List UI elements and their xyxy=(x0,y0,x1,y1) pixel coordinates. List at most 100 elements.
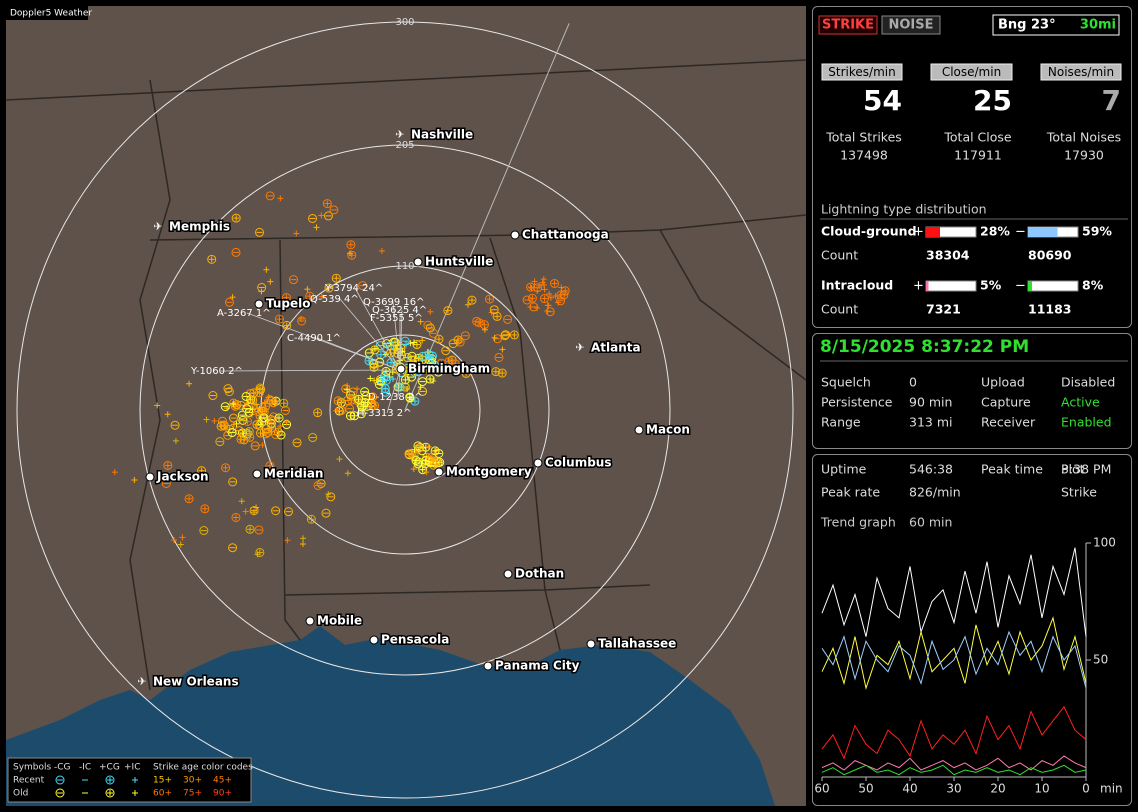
marker-ring xyxy=(356,409,366,419)
bar-track xyxy=(1027,280,1079,292)
strike-marker xyxy=(400,375,410,385)
strike-marker xyxy=(197,466,207,476)
strike-marker xyxy=(385,341,395,351)
strike-marker xyxy=(411,455,421,465)
marker-ring xyxy=(425,374,435,384)
strike-label: Y-1060 2^ xyxy=(190,366,243,377)
strike-marker xyxy=(283,507,293,517)
strike-marker xyxy=(494,352,504,362)
marker-ring xyxy=(221,463,231,473)
strike-marker xyxy=(402,341,409,348)
marker-ring xyxy=(244,407,254,417)
strike-marker xyxy=(550,278,560,288)
marker-ring xyxy=(329,205,339,215)
strike-marker xyxy=(406,451,413,458)
marker-ring xyxy=(223,430,233,440)
strike-marker xyxy=(274,413,284,423)
count: 38304 xyxy=(926,248,970,263)
marker-ring xyxy=(184,494,194,504)
strike-button-text[interactable]: STRIKE xyxy=(822,18,874,33)
marker-ring xyxy=(346,390,356,400)
trend-label: Trend graph xyxy=(820,515,896,530)
noise-button-text[interactable]: NOISE xyxy=(888,18,933,33)
city-dot xyxy=(634,425,644,435)
city-name: Atlanta xyxy=(591,341,641,355)
rate-label-box xyxy=(821,63,903,81)
marker-ring xyxy=(292,438,302,448)
datetime: 8/15/2025 8:37:22 PM xyxy=(820,337,1029,357)
marker-ring xyxy=(354,394,364,404)
strike-marker xyxy=(444,357,454,367)
strike-marker xyxy=(208,391,218,401)
strike-marker xyxy=(329,205,339,215)
marker-ring xyxy=(420,459,430,469)
strike-marker xyxy=(434,334,444,344)
strike-marker xyxy=(546,290,553,297)
city-name: Tupelo xyxy=(266,297,311,311)
strike-marker xyxy=(526,282,536,292)
marker-ring xyxy=(427,358,437,368)
strike-marker xyxy=(491,367,501,377)
legend-text: -CG xyxy=(54,763,71,773)
bearing-box xyxy=(992,14,1120,36)
strike-marker xyxy=(481,326,488,333)
marker-ring xyxy=(281,293,291,303)
strike-button[interactable] xyxy=(818,15,878,35)
status-text: Active xyxy=(1061,395,1100,410)
strike-marker xyxy=(544,302,551,309)
city-name: Atlanta xyxy=(591,341,641,355)
pct: 28% xyxy=(980,224,1010,239)
strike-marker xyxy=(555,299,562,306)
strike-marker xyxy=(467,295,477,305)
strike-marker xyxy=(326,492,336,502)
strike-marker xyxy=(255,227,265,237)
strike-marker xyxy=(434,448,444,458)
strike-marker xyxy=(250,441,260,451)
strike-marker xyxy=(274,314,284,324)
stats-text: Plot xyxy=(1061,462,1085,477)
strike-marker xyxy=(375,341,385,351)
strike-marker xyxy=(215,437,225,447)
status-text: Squelch xyxy=(821,375,871,390)
city-name: Meridian xyxy=(264,467,323,481)
strike-marker xyxy=(184,494,194,504)
city-dot xyxy=(510,230,520,240)
marker-ring xyxy=(243,401,253,411)
marker-ring xyxy=(492,311,502,321)
status-text: 313 mi xyxy=(909,415,952,430)
strike-marker xyxy=(410,339,417,346)
strike-marker xyxy=(403,353,413,363)
sign: + xyxy=(913,225,924,240)
strike-marker xyxy=(333,396,343,406)
range-ring xyxy=(16,21,794,799)
strike-marker xyxy=(277,423,284,430)
strike-marker xyxy=(368,392,378,402)
strike-marker xyxy=(370,401,380,411)
strike-marker xyxy=(279,398,289,408)
strike-marker xyxy=(284,537,291,544)
strike-marker xyxy=(259,413,269,423)
city-name: Mobile xyxy=(317,614,362,628)
strike-marker xyxy=(371,345,378,352)
marker-ring xyxy=(197,466,207,476)
marker-ring xyxy=(412,340,422,350)
strike-marker xyxy=(378,247,385,254)
marker-ring xyxy=(428,328,438,338)
strike-marker xyxy=(259,442,266,449)
strike-marker xyxy=(347,250,357,260)
strike-marker xyxy=(323,211,333,221)
marker-ring xyxy=(243,416,253,426)
noise-button[interactable] xyxy=(881,15,941,35)
panel xyxy=(812,333,1132,449)
marker-ring xyxy=(249,388,259,398)
city-name: Panama City xyxy=(495,659,580,673)
strike-label-line xyxy=(354,287,401,371)
strike-marker xyxy=(227,428,237,438)
strike-marker xyxy=(283,419,290,426)
count-label: Count xyxy=(821,248,858,263)
marker-ring xyxy=(244,427,254,437)
strike-marker xyxy=(410,367,420,377)
city-name: Jackson xyxy=(156,470,209,484)
strike-marker xyxy=(419,337,426,344)
marker-ring xyxy=(370,345,380,355)
